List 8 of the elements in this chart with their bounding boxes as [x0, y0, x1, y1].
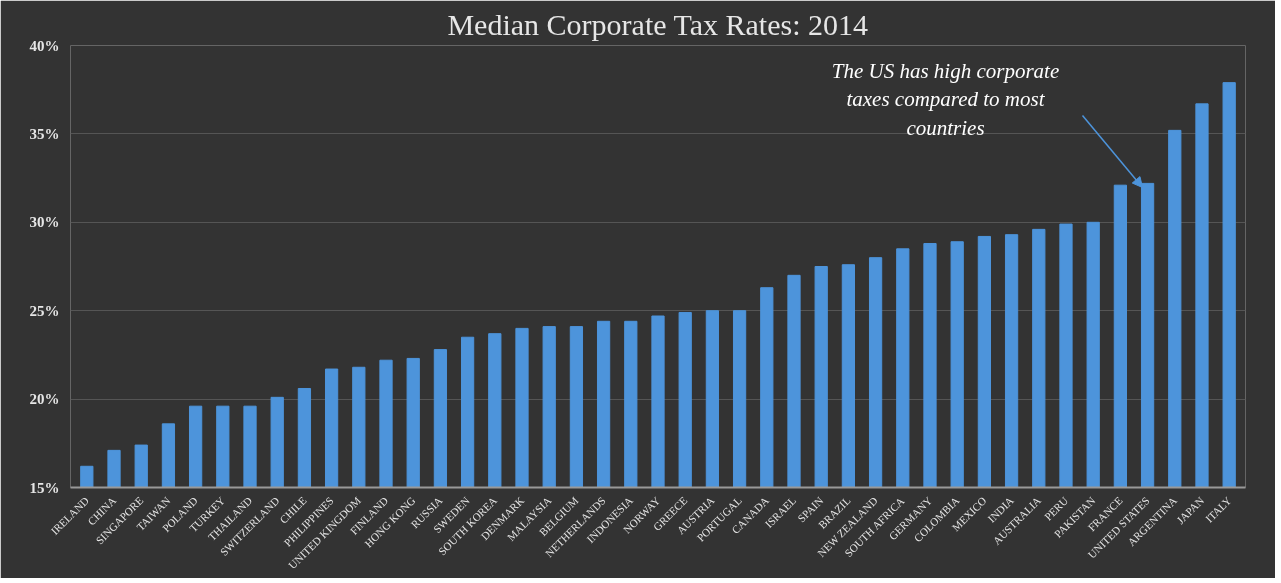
y-tick-label: 35%	[29, 125, 60, 142]
y-tick-label: 40%	[29, 37, 60, 54]
y-tick-label: 15%	[29, 479, 60, 496]
y-tick-label: 25%	[29, 302, 60, 319]
chart-title: Median Corporate Tax Rates: 2014	[447, 7, 869, 41]
annotation: The US has high corporate taxes compared to most countries	[831, 58, 1060, 141]
y-tick-label: 30%	[29, 214, 60, 231]
y-tick-label: 20%	[29, 391, 60, 408]
